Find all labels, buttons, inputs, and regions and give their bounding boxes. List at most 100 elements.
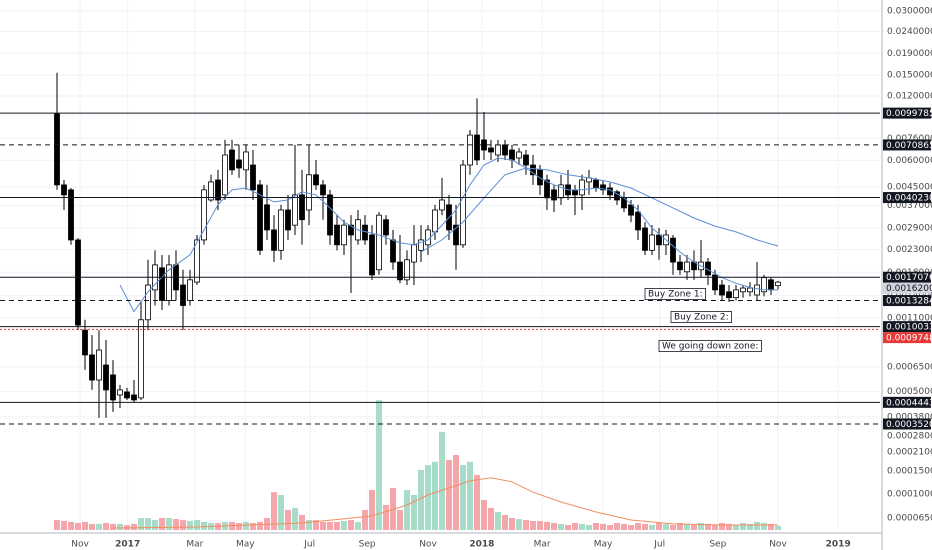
volume-bar bbox=[509, 518, 515, 530]
x-tick-label: 2019 bbox=[826, 540, 851, 550]
volume-bar bbox=[271, 492, 277, 530]
candle-body bbox=[649, 234, 655, 251]
y-tick-label: 0.00230000 bbox=[887, 245, 932, 255]
candle-body bbox=[313, 174, 319, 186]
level-label-bg bbox=[883, 271, 931, 283]
candle-body bbox=[299, 194, 305, 221]
level-label: 0.00170764 bbox=[886, 273, 932, 283]
annotation-box bbox=[644, 288, 707, 300]
volume-bar bbox=[89, 523, 95, 530]
candle-body bbox=[726, 291, 732, 299]
x-tick-label: Jul bbox=[303, 540, 315, 550]
level-label-bg bbox=[883, 295, 931, 307]
candle-body bbox=[271, 229, 277, 251]
annotation: Buy Zone 1: bbox=[644, 288, 707, 300]
candle-body bbox=[460, 164, 466, 246]
volume-bar bbox=[460, 465, 466, 530]
x-tick-label: May bbox=[236, 540, 255, 550]
candle-body bbox=[474, 134, 480, 161]
candle-body bbox=[670, 237, 676, 263]
volume-bar bbox=[54, 520, 60, 530]
candle-body bbox=[229, 149, 235, 171]
candle-body bbox=[54, 113, 60, 186]
volume-bar bbox=[292, 507, 298, 530]
volume-bar bbox=[600, 523, 606, 530]
y-tick-label: 0.00065000 bbox=[887, 362, 932, 372]
volume-bar bbox=[558, 523, 564, 530]
ma-line bbox=[420, 167, 779, 253]
candle-body bbox=[145, 284, 151, 321]
candle-body bbox=[740, 287, 746, 293]
x-tick-label: 2018 bbox=[469, 540, 494, 550]
volume-bar bbox=[733, 524, 739, 530]
annotation: Buy Zone 2: bbox=[670, 311, 733, 323]
candle-body bbox=[719, 284, 725, 296]
y-tick-label: 0.00760000 bbox=[887, 134, 932, 144]
x-tick-label: Sep bbox=[709, 540, 726, 550]
volume-bar bbox=[586, 524, 592, 530]
volume-bar bbox=[166, 518, 172, 530]
volume-bar bbox=[250, 522, 256, 530]
level-label-bg bbox=[883, 396, 931, 408]
candle-body bbox=[775, 281, 781, 287]
annotation-box bbox=[670, 311, 733, 323]
candle-body bbox=[89, 354, 95, 381]
candle-body bbox=[509, 149, 515, 161]
volume-bar bbox=[285, 509, 291, 530]
volume-bar bbox=[691, 524, 697, 530]
candle-body bbox=[82, 329, 88, 356]
volume-bar bbox=[369, 490, 375, 530]
volume-bar bbox=[530, 520, 536, 530]
volume-bar bbox=[719, 522, 725, 530]
volume-bar bbox=[425, 465, 431, 530]
candle-body bbox=[68, 189, 74, 241]
annotation: We going down zone: bbox=[658, 340, 762, 352]
candle-body bbox=[593, 179, 599, 189]
y-tick-label: 0.00370000 bbox=[887, 201, 932, 211]
candle-body bbox=[635, 211, 641, 231]
candle-body bbox=[96, 349, 102, 381]
candle-body bbox=[523, 154, 529, 166]
level-label: 0.00402303 bbox=[886, 194, 932, 204]
y2-tick-label: 0.00010000 bbox=[887, 489, 932, 499]
candle-body bbox=[642, 227, 648, 251]
level-label-bg bbox=[883, 139, 931, 151]
volume-bar bbox=[551, 522, 557, 530]
candle-body bbox=[110, 374, 116, 401]
y2-tick-label: 0.00015000 bbox=[887, 467, 932, 477]
candle-body bbox=[362, 224, 368, 241]
candle-body bbox=[75, 239, 81, 326]
candle-body bbox=[628, 204, 634, 216]
level-label: 0.00035202 bbox=[886, 420, 932, 430]
volume-bar bbox=[537, 520, 543, 530]
volume-bar bbox=[544, 521, 550, 530]
candle-body bbox=[208, 181, 214, 201]
y-tick-label: 0.00050000 bbox=[887, 387, 932, 397]
candle-body bbox=[159, 267, 165, 301]
candle-body bbox=[551, 189, 557, 201]
volume-bar bbox=[488, 507, 494, 530]
candle-body bbox=[453, 224, 459, 246]
candle-body bbox=[334, 224, 340, 246]
volume-bar bbox=[614, 522, 620, 530]
volume-bar bbox=[607, 524, 613, 530]
volume-bar bbox=[117, 523, 123, 530]
candle-body bbox=[320, 184, 326, 196]
volume-bar bbox=[495, 511, 501, 530]
candle-body bbox=[250, 164, 256, 191]
y-tick-label: 0.01900000 bbox=[887, 49, 932, 59]
candle-body bbox=[684, 261, 690, 273]
level-label: 0.00132843 bbox=[886, 297, 932, 307]
volume-bar bbox=[411, 494, 417, 530]
volume-bar bbox=[670, 524, 676, 530]
volume-bar bbox=[201, 521, 207, 530]
candle-body bbox=[341, 224, 347, 246]
y2-tick-label: 0.00021000 bbox=[887, 448, 932, 458]
volume-bar bbox=[747, 523, 753, 530]
volume-bar bbox=[516, 519, 522, 530]
volume-bar bbox=[376, 400, 382, 530]
volume-bar bbox=[173, 519, 179, 530]
level-label-bg bbox=[883, 192, 931, 204]
volume-bar bbox=[768, 523, 774, 530]
